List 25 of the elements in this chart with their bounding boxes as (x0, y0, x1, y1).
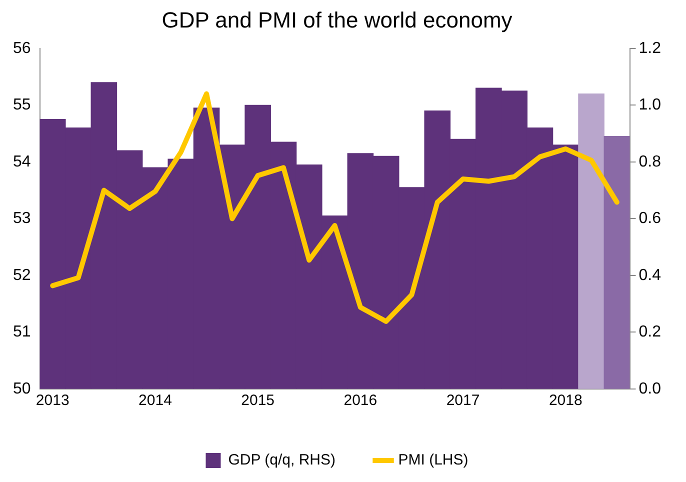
y2-tick-label: 0.6 (638, 210, 662, 228)
legend-label: GDP (q/q, RHS) (228, 452, 336, 469)
y2-tick-label: 0.8 (638, 153, 662, 170)
x-tick-label: 2013 (36, 392, 70, 410)
y2-tick-label: 0.4 (638, 266, 662, 284)
y-tick-label: 53 (13, 210, 31, 228)
x-tick-label: 2017 (446, 392, 480, 410)
y2-tick-label: 0.0 (638, 380, 662, 398)
y-tick-label: 56 (13, 40, 31, 57)
x-tick-label: 2014 (138, 392, 172, 410)
y2-tick-label: 1.2 (638, 40, 662, 57)
chart-title: GDP and PMI of the world economy (162, 7, 512, 32)
legend-label: PMI (LHS) (398, 452, 468, 469)
y-tick-label: 51 (13, 324, 31, 341)
y-tick-label: 50 (13, 380, 31, 398)
bar (604, 136, 630, 389)
y2-tick-label: 1.0 (638, 96, 662, 114)
x-tick-label: 2016 (344, 392, 378, 410)
x-tick-label: 2015 (241, 392, 275, 410)
y-tick-label: 55 (13, 96, 31, 114)
y-tick-label: 54 (13, 153, 31, 170)
y2-tick-label: 0.2 (638, 324, 662, 341)
x-tick-label: 2018 (548, 392, 582, 410)
y-tick-label: 52 (13, 266, 31, 284)
bar (578, 93, 604, 389)
